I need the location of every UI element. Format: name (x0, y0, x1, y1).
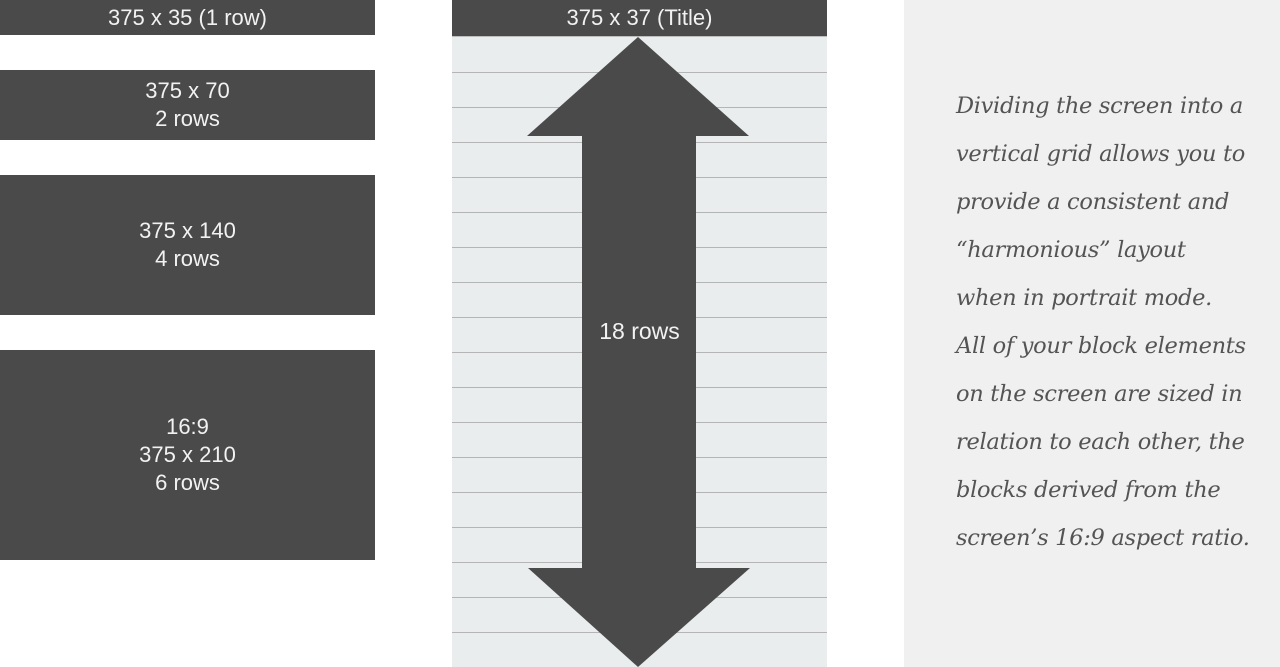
caption-line: provide a consistent and (956, 189, 1230, 215)
block-2-rows: 375 x 70 2 rows (0, 70, 375, 140)
caption-line: blocks derived from the (956, 477, 1221, 503)
phone-title-label: 375 x 37 (Title) (566, 5, 713, 30)
phone-title-bar: 375 x 37 (Title) (452, 0, 827, 37)
caption-line: vertical grid allows you to (956, 141, 1245, 167)
block-4-rows-count: 4 rows (155, 246, 220, 271)
block-1-row: 375 x 35 (1 row) (0, 0, 375, 35)
double-arrow (527, 37, 750, 667)
caption-panel: Dividing the screen into a vertical grid… (904, 0, 1280, 667)
caption-line: relation to each other, the (956, 429, 1245, 455)
block-2-rows-count: 2 rows (155, 106, 220, 131)
block-6-rows-ratio: 16:9 (166, 414, 209, 439)
block-6-rows-count: 6 rows (155, 470, 220, 495)
caption-text: Dividing the screen into a vertical grid… (956, 82, 1250, 562)
caption-line: when in portrait mode. (956, 285, 1213, 311)
rows-label: 18 rows (599, 318, 680, 344)
caption-line: All of your block elements (956, 333, 1246, 359)
caption-line: on the screen are sized in (956, 381, 1243, 407)
double-arrow-shape (527, 37, 750, 667)
block-4-rows: 375 x 140 4 rows (0, 175, 375, 315)
block-6-rows-size: 375 x 210 (139, 442, 236, 467)
caption-line: screen’s 16:9 aspect ratio. (956, 525, 1250, 551)
block-2-rows-size: 375 x 70 (145, 78, 230, 103)
caption-line: Dividing the screen into a (956, 93, 1244, 119)
phone-screen-grid: 375 x 37 (Title) 18 rows (452, 0, 827, 667)
caption-line: “harmonious” layout (956, 237, 1186, 263)
block-1-row-label: 375 x 35 (1 row) (108, 4, 267, 30)
block-4-rows-size: 375 x 140 (139, 218, 236, 243)
block-6-rows: 16:9 375 x 210 6 rows (0, 350, 375, 560)
